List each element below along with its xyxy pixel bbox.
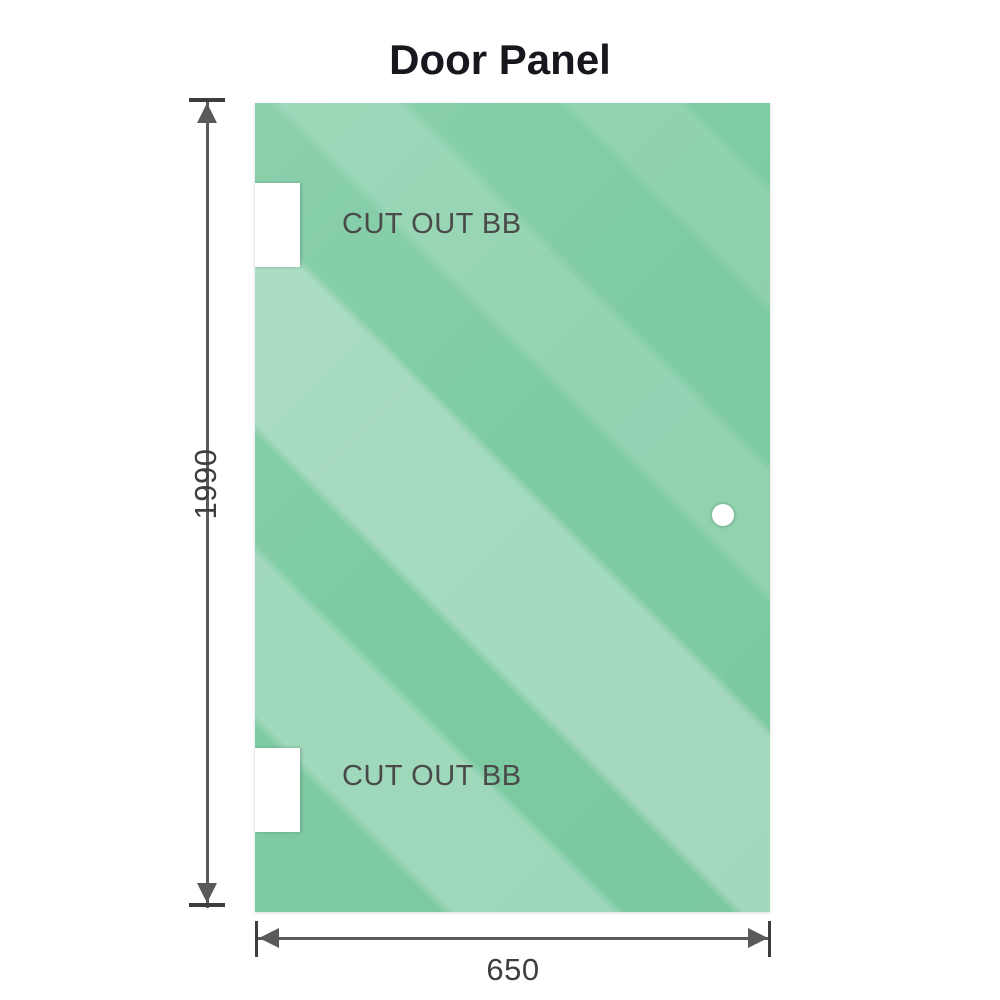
height-arrow-down-icon (197, 883, 217, 903)
width-dimension-label: 650 (486, 952, 540, 987)
handle-hole-icon (712, 504, 734, 526)
page-title: Door Panel (389, 36, 611, 83)
cutout-top-knob-lower (276, 243, 300, 267)
cutout-bottom (255, 748, 300, 832)
width-arrow-right-icon (748, 928, 768, 948)
panel-glass-surface (255, 103, 770, 912)
height-dimension-label: 1990 (188, 448, 223, 520)
door-panel (255, 103, 770, 912)
width-tick-left (255, 921, 258, 957)
cutout-bottom-knob-lower (276, 808, 300, 832)
cutout-bottom-knob-upper (276, 748, 300, 772)
width-tick-right (768, 921, 771, 957)
height-tick-top (189, 98, 225, 102)
height-dimension-line (206, 100, 209, 908)
cutout-bottom-label: CUT OUT BB (342, 760, 522, 792)
cutout-top-knob-upper (276, 183, 300, 207)
width-dimension-line (256, 937, 770, 940)
height-tick-bottom (189, 903, 225, 907)
height-arrow-up-icon (197, 103, 217, 123)
cutout-top (255, 183, 300, 267)
cutout-top-label: CUT OUT BB (342, 208, 522, 240)
width-arrow-left-icon (259, 928, 279, 948)
